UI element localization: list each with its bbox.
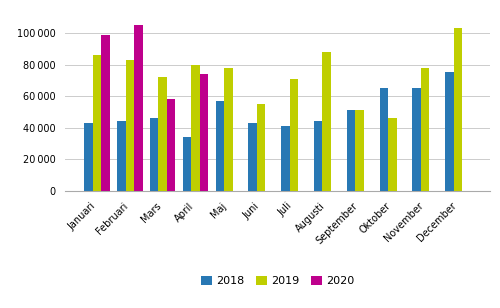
Legend: 2018, 2019, 2020: 2018, 2019, 2020 <box>196 271 359 291</box>
Bar <box>380 88 388 191</box>
Bar <box>281 126 289 191</box>
Bar <box>257 104 266 191</box>
Bar <box>200 74 208 191</box>
Bar <box>314 121 322 191</box>
Bar <box>126 60 134 191</box>
Bar <box>150 118 158 191</box>
Bar <box>355 110 364 191</box>
Bar <box>216 101 224 191</box>
Bar <box>167 99 175 191</box>
Bar <box>445 72 454 191</box>
Bar <box>322 52 331 191</box>
Bar <box>134 25 142 191</box>
Bar <box>84 123 93 191</box>
Bar <box>454 28 462 191</box>
Bar <box>290 79 298 191</box>
Bar <box>102 35 110 191</box>
Bar <box>388 118 396 191</box>
Bar <box>117 121 126 191</box>
Bar <box>346 110 355 191</box>
Bar <box>421 68 430 191</box>
Bar <box>182 137 191 191</box>
Bar <box>248 123 257 191</box>
Bar <box>224 68 232 191</box>
Bar <box>93 55 102 191</box>
Bar <box>158 77 167 191</box>
Bar <box>412 88 421 191</box>
Bar <box>191 65 200 191</box>
